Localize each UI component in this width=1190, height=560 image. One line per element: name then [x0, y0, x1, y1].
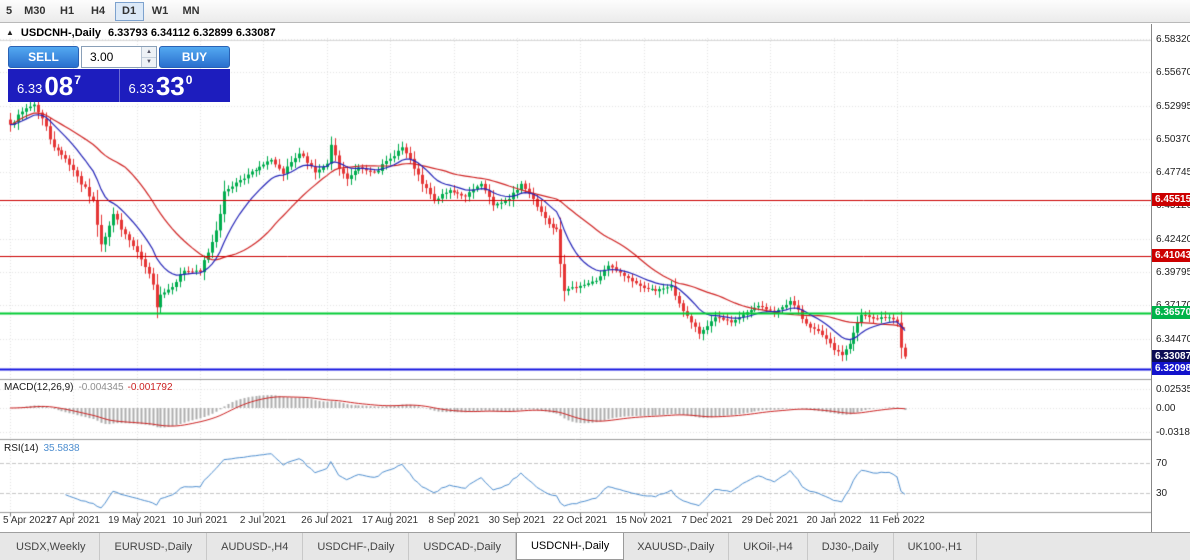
date-axis-label: 15 Nov 2021: [615, 515, 673, 526]
macd-axis-label: 0.00: [1156, 403, 1176, 414]
chart-tab-usdcnh-daily[interactable]: USDCNH-,Daily: [515, 533, 625, 560]
buy-price[interactable]: 6.33 33 0: [118, 69, 231, 102]
chart-title: ▲ USDCNH-,Daily 6.33793 6.34112 6.32899 …: [6, 27, 276, 39]
date-axis-label: 7 Dec 2021: [681, 515, 733, 526]
price-axis-label: 6.47745: [1156, 167, 1190, 178]
date-axis-label: 17 Aug 2021: [361, 515, 419, 526]
chart-tab-xauusd-daily[interactable]: XAUUSD-,Daily: [623, 533, 730, 560]
timeframe-button-h4[interactable]: H4: [91, 5, 106, 17]
sell-price-sup: 7: [74, 72, 81, 87]
price-axis-label: 6.37170: [1156, 300, 1190, 311]
chart-symbol-label: USDCNH-,Daily: [20, 27, 101, 39]
timeframe-button-h1[interactable]: H1: [60, 5, 75, 17]
buy-price-prefix: 6.33: [128, 81, 154, 96]
price-axis-label: 6.34470: [1156, 334, 1190, 345]
chart-tab-uk100-h1[interactable]: UK100-,H1: [894, 533, 978, 560]
timeframe-button-5[interactable]: 5: [6, 5, 13, 17]
price-chart-canvas[interactable]: [0, 24, 1151, 532]
volume-increase-icon[interactable]: ▲: [142, 47, 156, 57]
chart-tab-dj30-daily[interactable]: DJ30-,Daily: [808, 533, 894, 560]
price-axis-label: 6.50370: [1156, 134, 1190, 145]
buy-price-sup: 0: [185, 72, 193, 87]
chart-tab-bar: USDX,Weekly EURUSD-,Daily AUDUSD-,H4 USDCHF…: [0, 532, 1190, 560]
chart-window: ▲ USDCNH-,Daily 6.33793 6.34112 6.32899 …: [0, 24, 1151, 532]
chart-tab-ukoil-h4[interactable]: UKOil-,H4: [729, 533, 808, 560]
volume-box: ▲ ▼: [81, 46, 157, 68]
date-axis-label: 8 Sep 2021: [428, 515, 480, 526]
chart-tab-eurusd-daily[interactable]: EURUSD-,Daily: [100, 533, 208, 560]
chart-tab-usdcad-daily[interactable]: USDCAD-,Daily: [409, 533, 516, 560]
macd-axis-label: 0.02535: [1156, 384, 1190, 395]
rsi-indicator-label: RSI(14) 35.5838: [4, 443, 80, 454]
timeframe-button-d1[interactable]: D1: [114, 1, 144, 21]
macd-name: MACD(12,26,9): [4, 382, 74, 393]
chart-ohlc-values: 6.33793 6.34112 6.32899 6.33087: [108, 27, 276, 39]
date-axis-label: 19 May 2021: [108, 515, 166, 526]
price-axis-label: 6.58320: [1156, 34, 1190, 45]
collapse-panel-icon[interactable]: ▲: [6, 28, 14, 37]
macd-axis-label: -0.03183: [1156, 427, 1190, 438]
volume-decrease-icon[interactable]: ▼: [142, 56, 156, 67]
chart-tab-audusd-h4[interactable]: AUDUSD-,H4: [207, 533, 304, 560]
price-axis-label: 6.52995: [1156, 101, 1190, 112]
timeframe-button-mn[interactable]: MN: [182, 5, 200, 17]
buy-price-big: 33: [155, 70, 185, 101]
date-axis-label: 22 Oct 2021: [552, 515, 608, 526]
price-axis-label: 6.55670: [1156, 67, 1190, 78]
timeframe-toolbar: 5 M30 H1 H4 D1 W1 MN: [0, 0, 1190, 23]
buy-button[interactable]: BUY: [159, 46, 230, 68]
lower-line-badge: 6.32098: [1152, 362, 1190, 375]
sell-price-prefix: 6.33: [17, 81, 43, 96]
price-axis-label: 6.39795: [1156, 267, 1190, 278]
price-axis-label: 6.42420: [1156, 234, 1190, 245]
rsi-axis-label: 70: [1156, 458, 1168, 469]
rsi-name: RSI(14): [4, 443, 39, 454]
macd-signal-value: -0.001792: [127, 382, 173, 393]
resistance-line-badge-1: 6.45515: [1152, 193, 1190, 206]
date-axis-label: 10 Jun 2021: [172, 515, 228, 526]
rsi-value: 35.5838: [43, 443, 80, 454]
chart-tab-usdx-weekly[interactable]: USDX,Weekly: [2, 533, 101, 560]
date-axis-label: 29 Dec 2021: [741, 515, 799, 526]
sell-button[interactable]: SELL: [8, 46, 79, 68]
volume-input[interactable]: [82, 47, 141, 67]
rsi-axis-label: 30: [1156, 488, 1168, 499]
date-axis-label: 26 Jul 2021: [301, 515, 353, 526]
sell-price-big: 08: [44, 70, 74, 101]
support-line-badge: 6.36570: [1152, 306, 1190, 319]
date-axis-label: 27 Apr 2021: [46, 515, 100, 526]
sell-price[interactable]: 6.33 08 7: [8, 69, 119, 102]
macd-value: -0.004345: [78, 382, 124, 393]
bid-ask-display: 6.33 08 7 6.33 33 0: [8, 69, 230, 102]
date-axis-label: 30 Sep 2021: [488, 515, 546, 526]
chart-tab-usdchf-daily[interactable]: USDCHF-,Daily: [303, 533, 410, 560]
price-axis: 6.583206.556706.529956.503706.477456.451…: [1151, 24, 1190, 532]
date-axis-label: 5 Apr 2021: [3, 515, 52, 526]
one-click-trading-panel: SELL ▲ ▼ BUY 6.33 08 7 6.33: [8, 46, 230, 102]
date-axis-label: 2 Jul 2021: [239, 515, 287, 526]
date-axis-label: 11 Feb 2022: [869, 515, 925, 526]
macd-indicator-label: MACD(12,26,9) -0.004345 -0.001792: [4, 382, 173, 393]
timeframe-button-m30[interactable]: M30: [24, 5, 46, 17]
timeframe-button-w1[interactable]: W1: [151, 5, 169, 17]
date-axis-label: 20 Jan 2022: [806, 515, 862, 526]
resistance-line-badge-2: 6.41043: [1152, 249, 1190, 262]
current-price-badge: 6.33087: [1152, 350, 1190, 363]
